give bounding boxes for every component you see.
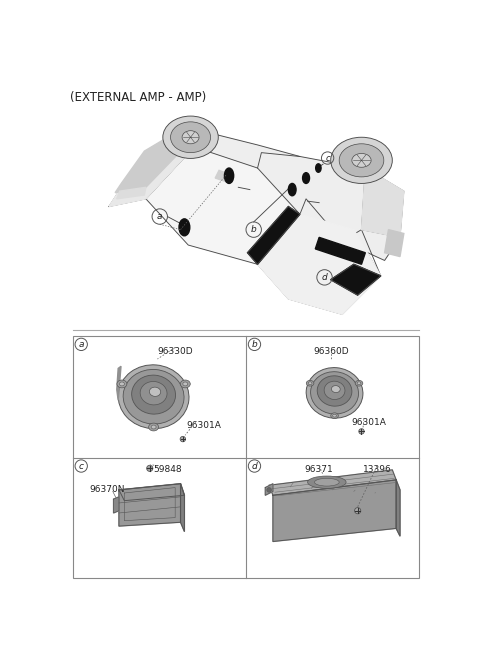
Ellipse shape — [306, 380, 314, 386]
Polygon shape — [180, 483, 184, 531]
Ellipse shape — [331, 386, 340, 392]
Text: 96370N: 96370N — [90, 485, 125, 495]
Polygon shape — [258, 215, 381, 314]
Polygon shape — [331, 264, 381, 295]
Polygon shape — [117, 188, 146, 199]
Ellipse shape — [314, 478, 339, 486]
Ellipse shape — [308, 476, 346, 488]
Ellipse shape — [132, 375, 176, 414]
Ellipse shape — [149, 423, 158, 431]
Polygon shape — [115, 129, 191, 193]
Ellipse shape — [302, 173, 310, 184]
Polygon shape — [248, 207, 300, 264]
Polygon shape — [396, 480, 400, 536]
Polygon shape — [384, 230, 404, 256]
Ellipse shape — [147, 465, 153, 472]
Ellipse shape — [179, 219, 190, 236]
Polygon shape — [119, 483, 180, 526]
Ellipse shape — [357, 382, 361, 384]
Polygon shape — [361, 168, 404, 237]
Bar — [73, 336, 419, 579]
Text: (EXTERNAL AMP - AMP): (EXTERNAL AMP - AMP) — [71, 91, 207, 104]
Ellipse shape — [180, 436, 186, 441]
Text: 96371: 96371 — [305, 465, 334, 474]
Text: b: b — [251, 225, 257, 234]
Ellipse shape — [180, 380, 190, 388]
Ellipse shape — [117, 380, 127, 388]
Polygon shape — [146, 145, 300, 264]
Polygon shape — [269, 470, 396, 495]
Ellipse shape — [140, 382, 167, 405]
Ellipse shape — [288, 184, 296, 195]
Ellipse shape — [324, 381, 345, 400]
Ellipse shape — [331, 413, 338, 419]
Polygon shape — [265, 483, 273, 495]
Circle shape — [267, 487, 271, 492]
Polygon shape — [119, 483, 184, 501]
Ellipse shape — [333, 414, 336, 417]
Ellipse shape — [182, 131, 199, 144]
Polygon shape — [273, 480, 396, 541]
Text: 96330D: 96330D — [157, 346, 193, 356]
Text: 13396: 13396 — [362, 465, 391, 474]
Ellipse shape — [317, 376, 352, 406]
Ellipse shape — [118, 365, 189, 428]
Ellipse shape — [359, 428, 364, 434]
Polygon shape — [215, 171, 229, 182]
Ellipse shape — [170, 122, 211, 153]
Text: 96301A: 96301A — [186, 420, 221, 430]
Ellipse shape — [183, 382, 188, 386]
Text: 96301A: 96301A — [352, 419, 386, 427]
Ellipse shape — [308, 382, 312, 384]
Ellipse shape — [355, 380, 363, 386]
Ellipse shape — [316, 164, 321, 173]
Text: 59848: 59848 — [153, 465, 182, 474]
Ellipse shape — [311, 372, 359, 414]
Text: a: a — [78, 340, 84, 349]
Ellipse shape — [352, 154, 371, 167]
Ellipse shape — [331, 137, 392, 184]
Ellipse shape — [120, 382, 124, 386]
Ellipse shape — [306, 367, 363, 418]
Text: a: a — [157, 212, 163, 221]
Ellipse shape — [151, 425, 156, 429]
Text: b: b — [252, 340, 257, 349]
Text: c: c — [325, 154, 330, 163]
Polygon shape — [315, 237, 365, 264]
Ellipse shape — [355, 508, 361, 514]
Polygon shape — [114, 497, 119, 513]
Polygon shape — [117, 366, 121, 400]
Text: c: c — [79, 462, 84, 470]
Ellipse shape — [225, 168, 234, 184]
Text: d: d — [322, 273, 327, 282]
Ellipse shape — [163, 116, 218, 158]
Ellipse shape — [339, 144, 384, 177]
Polygon shape — [188, 129, 400, 260]
Text: 96360D: 96360D — [313, 346, 348, 356]
Text: d: d — [252, 462, 257, 470]
Polygon shape — [109, 129, 196, 207]
Ellipse shape — [123, 369, 184, 424]
Ellipse shape — [149, 387, 161, 396]
